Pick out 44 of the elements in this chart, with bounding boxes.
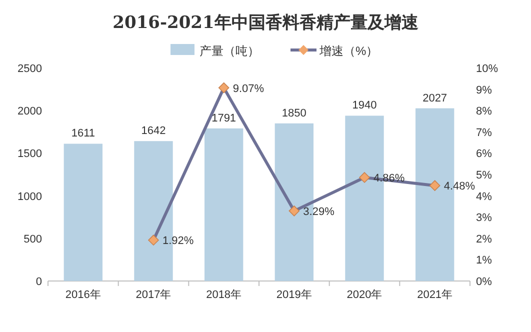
y-tick-label: 1000: [18, 190, 42, 203]
x-tick-label: 2021年: [417, 289, 453, 301]
data-label: 1850: [282, 107, 306, 120]
y2-tick-label: 2%: [476, 233, 492, 246]
legend-label: 增速（%）: [318, 44, 378, 58]
y2-tick-label: 1%: [476, 254, 492, 267]
data-label: 1642: [141, 125, 166, 138]
point: [359, 172, 370, 183]
y2-tick-label: 6%: [476, 148, 492, 160]
y2-tick-label: 8%: [476, 106, 492, 118]
bar: [64, 144, 103, 281]
bar: [204, 128, 244, 281]
y2-tick-label: 5%: [476, 170, 492, 182]
x-tick-label: 2018年: [206, 289, 242, 301]
point: [218, 82, 230, 94]
y2-tick-label: 0%: [476, 276, 492, 288]
x-tick-label: 2017年: [136, 289, 172, 301]
data-label: 1791: [212, 112, 236, 124]
data-label: 4.48%: [444, 180, 476, 193]
point: [429, 180, 440, 191]
data-label: 1.92%: [162, 235, 194, 248]
data-label: 4.86%: [374, 172, 405, 184]
y-tick-label: 0: [36, 276, 42, 288]
y2-tick-label: 4%: [476, 190, 492, 203]
y-tick-label: 2500: [18, 63, 42, 75]
y2-tick-label: 3%: [476, 212, 492, 224]
data-label: 9.07%: [232, 82, 264, 95]
point: [288, 206, 300, 216]
chart-title: 2016-2021年中国香料香精产量及增速: [112, 13, 418, 33]
y2-tick-label: 7%: [476, 126, 492, 139]
data-label: 1611: [71, 128, 95, 140]
data-label: 1940: [352, 100, 377, 112]
point: [148, 234, 159, 246]
y2-tick-label: 10%: [476, 63, 498, 75]
y2-tick-label: 9%: [476, 84, 492, 96]
data-label: 2027: [422, 92, 448, 104]
y-tick-label: 2000: [18, 106, 42, 118]
x-tick-label: 2020年: [346, 289, 382, 301]
legend-label: 产量（吨）: [200, 44, 260, 58]
data-label: 3.29%: [303, 206, 335, 218]
y-tick-label: 1500: [18, 148, 42, 160]
x-tick-label: 2016年: [65, 289, 101, 301]
x-tick-label: 2019年: [276, 289, 312, 301]
y-tick-label: 500: [24, 233, 42, 246]
